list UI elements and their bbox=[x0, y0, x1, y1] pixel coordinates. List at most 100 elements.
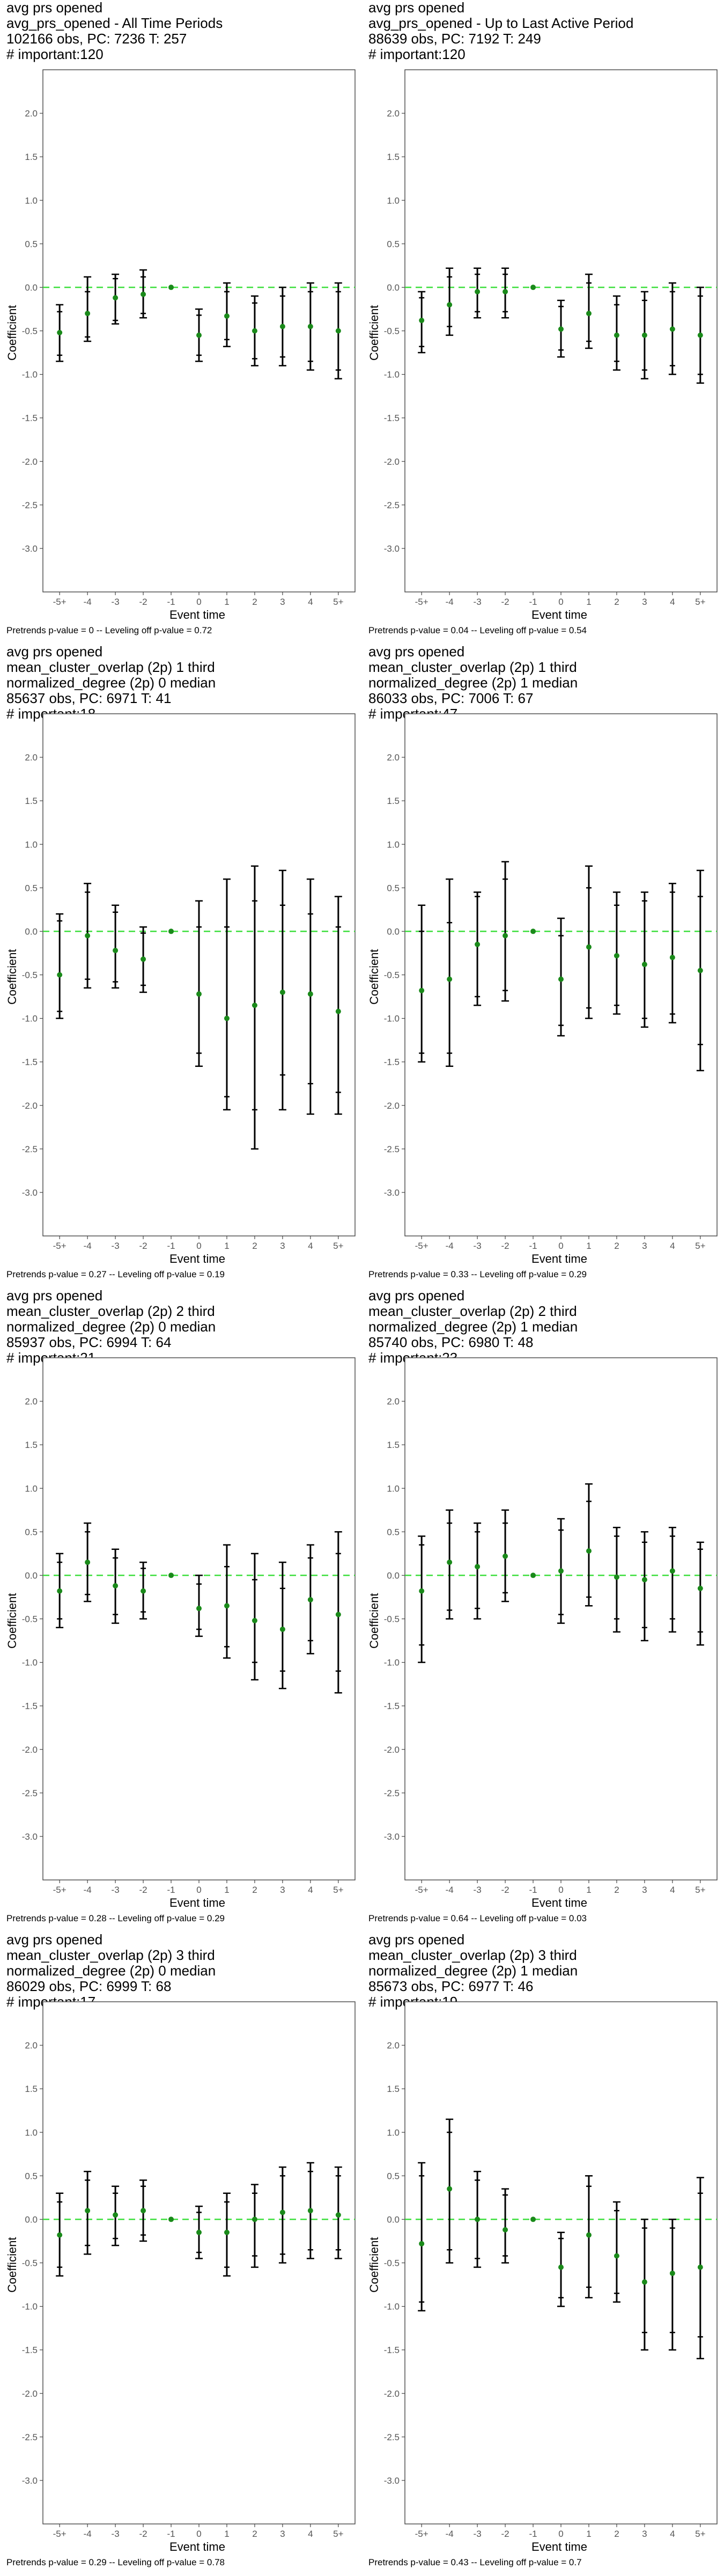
x-tick-label: 4 bbox=[670, 1241, 675, 1251]
x-tick-label: 0 bbox=[196, 597, 201, 607]
estimate-point bbox=[113, 948, 119, 954]
title-line: mean_cluster_overlap (2p) 3 third bbox=[368, 1947, 577, 1963]
y-tick-label: 2.0 bbox=[387, 752, 400, 763]
title-line: mean_cluster_overlap (2p) 2 third bbox=[368, 1303, 577, 1319]
estimate-point bbox=[168, 1572, 174, 1578]
estimate-point bbox=[113, 295, 119, 301]
title-line: normalized_degree (2p) 0 median bbox=[6, 1319, 216, 1335]
x-tick-label: -1 bbox=[167, 1885, 175, 1895]
pvalue-footer: Pretrends p-value = 0.28 -- Leveling off… bbox=[6, 1913, 225, 1923]
estimate-point bbox=[447, 2186, 453, 2192]
y-tick-label: -1.5 bbox=[22, 2345, 38, 2355]
estimate-point bbox=[503, 2227, 508, 2233]
title-line: mean_cluster_overlap (2p) 3 third bbox=[6, 1947, 215, 1963]
x-tick-label: -2 bbox=[139, 2529, 147, 2539]
x-tick-label: -2 bbox=[501, 1241, 509, 1251]
y-tick-label: -3.0 bbox=[22, 544, 38, 554]
y-tick-label: -1.0 bbox=[22, 1014, 38, 1024]
estimate-point bbox=[558, 1568, 564, 1574]
estimate-point bbox=[85, 1560, 91, 1565]
y-tick-label: -2.5 bbox=[384, 1144, 400, 1154]
y-tick-label: -1.0 bbox=[384, 2302, 400, 2312]
estimate-point bbox=[196, 991, 202, 997]
title-line: avg prs opened bbox=[368, 1287, 465, 1304]
y-tick-label: -1.0 bbox=[384, 1014, 400, 1024]
y-axis-label: Coefficient bbox=[367, 948, 381, 1005]
estimate-point bbox=[85, 2208, 91, 2214]
x-tick-label: 2 bbox=[614, 1241, 619, 1251]
y-tick-label: -3.0 bbox=[22, 1832, 38, 1842]
x-tick-label: 3 bbox=[280, 2529, 285, 2539]
chart-svg: -3.0 -2.5 -2.0 -1.5 -1.0 -0.5 0.0 0.5 1.0 1.5 2.0 -… bbox=[384, 713, 718, 1251]
estimate-point bbox=[586, 1548, 592, 1554]
x-tick-label: -4 bbox=[446, 2529, 454, 2539]
panel-title: avg prs opened mean_cluster_overlap (2p) … bbox=[6, 1932, 216, 2010]
title-line: normalized_degree (2p) 1 median bbox=[368, 1963, 578, 1979]
estimate-point bbox=[279, 1626, 285, 1632]
estimate-point bbox=[57, 1588, 63, 1594]
x-tick-label: -1 bbox=[529, 597, 537, 607]
estimate-point bbox=[307, 991, 313, 997]
x-tick-label: -3 bbox=[112, 1885, 120, 1895]
estimate-point bbox=[196, 332, 202, 338]
title-line: mean_cluster_overlap (2p) 1 third bbox=[6, 659, 215, 675]
y-tick-label: 0.0 bbox=[387, 2214, 400, 2224]
y-tick-label: 0.0 bbox=[387, 1570, 400, 1580]
x-tick-label: 1 bbox=[224, 597, 229, 607]
estimate-point bbox=[224, 2229, 230, 2235]
estimate-point bbox=[447, 1560, 453, 1565]
x-tick-label: 4 bbox=[308, 1241, 313, 1251]
estimate-point bbox=[307, 1597, 313, 1602]
y-tick-label: 0.5 bbox=[25, 2171, 38, 2181]
y-tick-label: 0.5 bbox=[25, 239, 38, 249]
x-tick-label: 5+ bbox=[695, 2529, 705, 2539]
estimate-point bbox=[335, 2212, 341, 2218]
y-tick-label: -0.5 bbox=[384, 326, 400, 336]
chart-svg: -3.0 -2.5 -2.0 -1.5 -1.0 -0.5 0.0 0.5 1.0 1.5 2.0 -… bbox=[384, 2001, 718, 2539]
x-tick-label: -1 bbox=[529, 1885, 537, 1895]
pvalue-footer: Pretrends p-value = 0.27 -- Leveling off… bbox=[6, 1269, 225, 1279]
estimate-point bbox=[475, 2216, 481, 2222]
title-line: 86029 obs, PC: 6999 T: 68 bbox=[6, 1978, 172, 1994]
estimate-point bbox=[279, 989, 285, 995]
y-tick-label: 1.0 bbox=[25, 2127, 38, 2138]
x-tick-label: 2 bbox=[252, 1885, 257, 1895]
panel-title: avg prs opened mean_cluster_overlap (2p) … bbox=[6, 1288, 216, 1366]
x-tick-label: 2 bbox=[252, 2529, 257, 2539]
x-tick-label: 0 bbox=[558, 1885, 563, 1895]
x-tick-label: 1 bbox=[224, 2529, 229, 2539]
y-tick-label: -2.0 bbox=[384, 457, 400, 467]
estimate-point bbox=[57, 330, 63, 335]
estimate-point bbox=[503, 1553, 508, 1559]
estimate-point bbox=[252, 328, 257, 334]
y-tick-label: -2.0 bbox=[384, 1745, 400, 1755]
y-tick-label: 0.0 bbox=[25, 2214, 38, 2224]
y-tick-label: -2.0 bbox=[22, 457, 38, 467]
title-line: avg_prs_opened - All Time Periods bbox=[6, 15, 223, 31]
x-tick-label: -3 bbox=[112, 1241, 120, 1251]
estimate-point bbox=[57, 2232, 63, 2238]
x-tick-label: -3 bbox=[112, 2529, 120, 2539]
estimate-point bbox=[141, 291, 146, 297]
x-tick-label: -1 bbox=[167, 1241, 175, 1251]
x-tick-label: 1 bbox=[224, 1241, 229, 1251]
x-tick-label: -2 bbox=[139, 1241, 147, 1251]
y-tick-label: -2.0 bbox=[22, 1745, 38, 1755]
title-line: # important:120 bbox=[368, 46, 466, 62]
x-tick-label: -3 bbox=[112, 597, 120, 607]
x-tick-label: 0 bbox=[196, 2529, 201, 2539]
estimate-point bbox=[85, 311, 91, 317]
y-axis-label: Coefficient bbox=[5, 948, 19, 1005]
y-tick-label: -3.0 bbox=[384, 544, 400, 554]
y-axis-label: Coefficient bbox=[5, 304, 19, 361]
y-tick-label: 1.0 bbox=[25, 839, 38, 850]
y-tick-label: -1.0 bbox=[384, 370, 400, 380]
y-tick-label: -1.0 bbox=[22, 1658, 38, 1668]
estimate-point bbox=[530, 284, 536, 290]
estimate-point bbox=[57, 972, 63, 978]
y-tick-label: 2.0 bbox=[25, 1396, 38, 1407]
x-tick-label: -1 bbox=[167, 597, 175, 607]
x-tick-label: -5+ bbox=[53, 597, 67, 607]
x-tick-label: -4 bbox=[446, 597, 454, 607]
y-tick-label: -0.5 bbox=[22, 2258, 38, 2268]
